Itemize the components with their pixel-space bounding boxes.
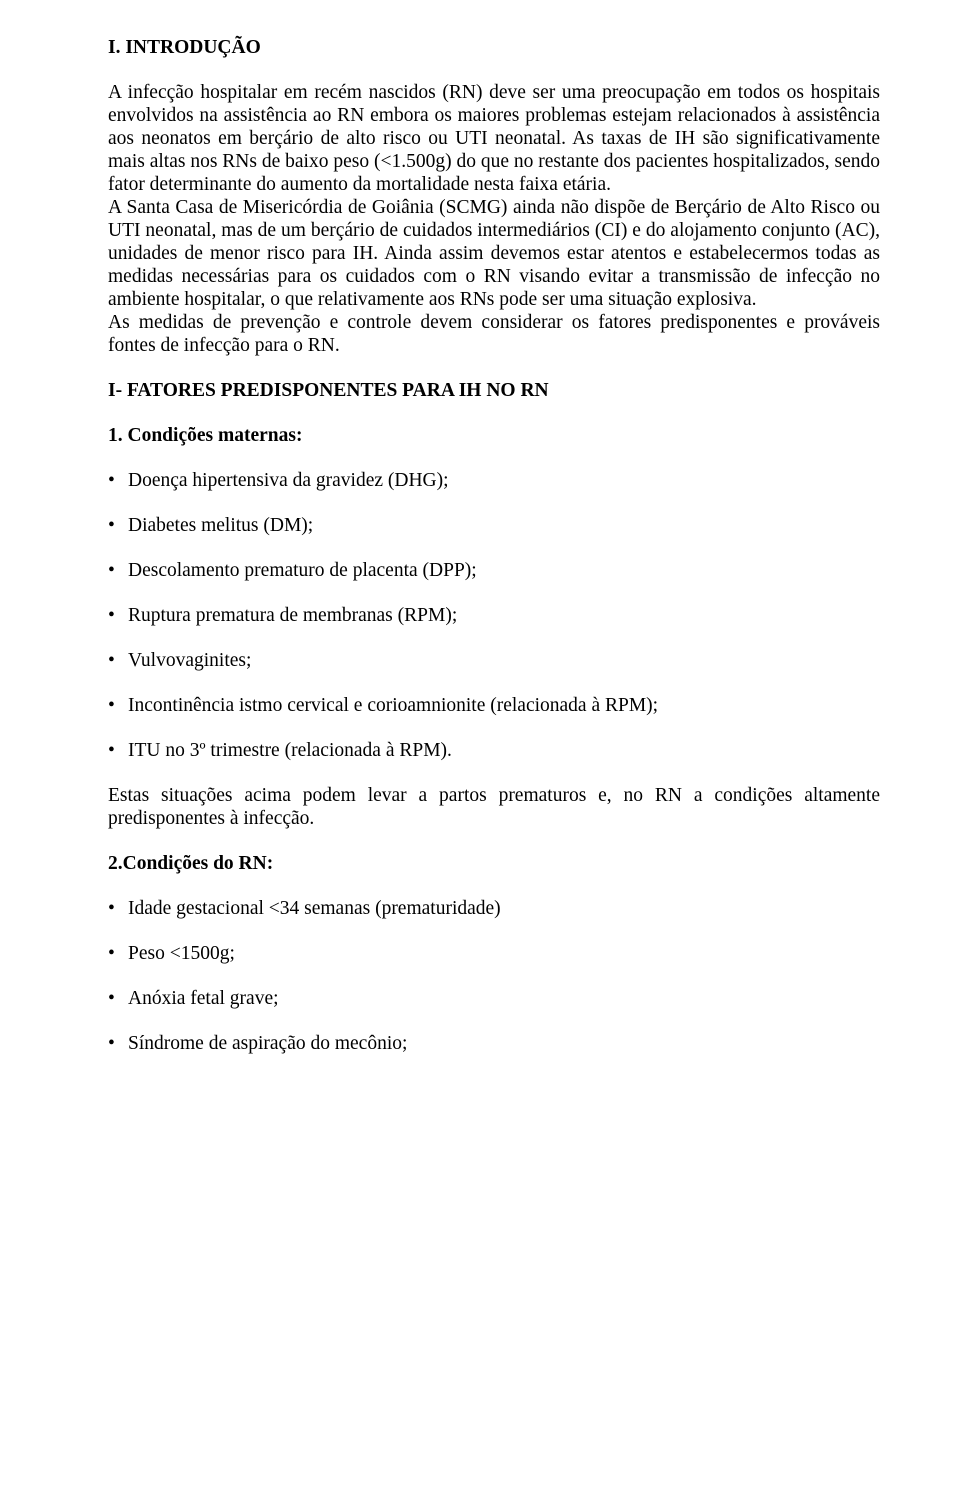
section-heading-factors: I- FATORES PREDISPONENTES PARA IH NO RN: [108, 379, 880, 402]
list-item: Peso <1500g;: [108, 942, 880, 965]
list-item: ITU no 3º trimestre (relacionada à RPM).: [108, 739, 880, 762]
subsection-heading-maternal: 1. Condições maternas:: [108, 424, 880, 447]
paragraph: A Santa Casa de Misericórdia de Goiânia …: [108, 196, 880, 311]
paragraph: Estas situações acima podem levar a part…: [108, 784, 880, 830]
list-item: Idade gestacional <34 semanas (prematuri…: [108, 897, 880, 920]
list-item: Incontinência istmo cervical e corioamni…: [108, 694, 880, 717]
list-item: Descolamento prematuro de placenta (DPP)…: [108, 559, 880, 582]
intro-paragraph-block: A infecção hospitalar em recém nascidos …: [108, 81, 880, 357]
paragraph: As medidas de prevenção e controle devem…: [108, 311, 880, 357]
list-item: Síndrome de aspiração do mecônio;: [108, 1032, 880, 1055]
list-item: Ruptura prematura de membranas (RPM);: [108, 604, 880, 627]
maternal-conditions-list: Doença hipertensiva da gravidez (DHG); D…: [108, 469, 880, 762]
paragraph: A infecção hospitalar em recém nascidos …: [108, 81, 880, 196]
list-item: Diabetes melitus (DM);: [108, 514, 880, 537]
list-item: Doença hipertensiva da gravidez (DHG);: [108, 469, 880, 492]
section-heading-intro: I. INTRODUÇÃO: [108, 36, 880, 59]
list-item: Vulvovaginites;: [108, 649, 880, 672]
list-item: Anóxia fetal grave;: [108, 987, 880, 1010]
rn-conditions-list: Idade gestacional <34 semanas (prematuri…: [108, 897, 880, 1055]
subsection-heading-rn: 2.Condições do RN:: [108, 852, 880, 875]
